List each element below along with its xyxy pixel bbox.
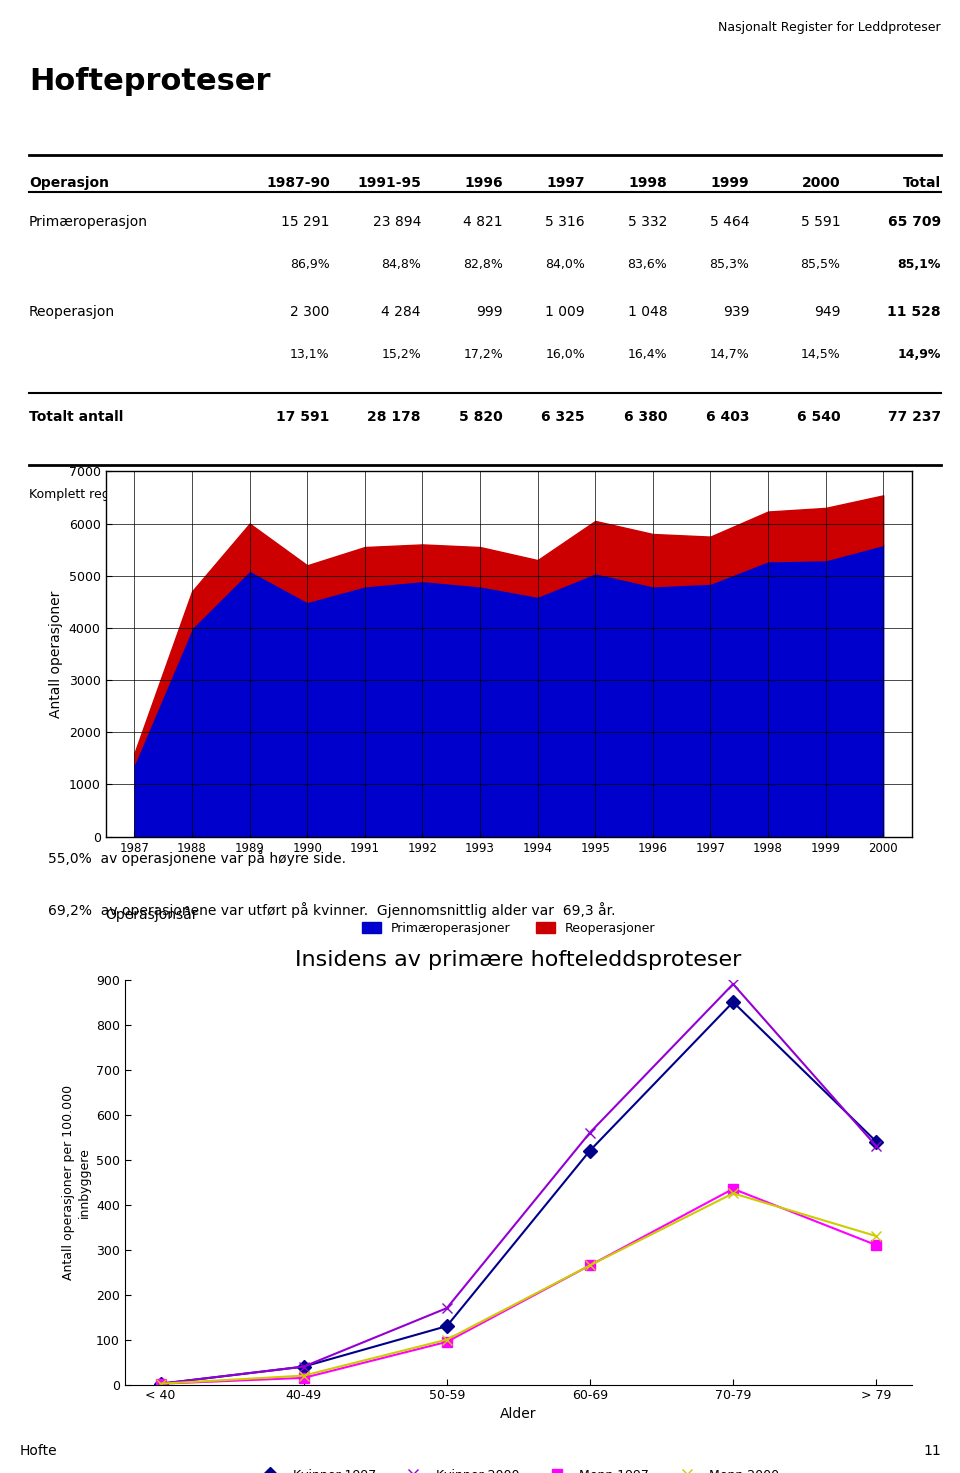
Menn 1997 (871, 1236, 882, 1254)
Text: 85,5%: 85,5% (801, 258, 841, 271)
Menn 1997 (441, 1333, 452, 1351)
Text: 85,3%: 85,3% (709, 258, 749, 271)
Text: 84,0%: 84,0% (545, 258, 585, 271)
Menn 2000 (585, 1256, 596, 1274)
Text: 6 540: 6 540 (797, 411, 841, 424)
Text: 1998: 1998 (629, 177, 667, 190)
Text: Operasjon: Operasjon (29, 177, 108, 190)
Menn 2000 (441, 1330, 452, 1348)
Kvinner 2000 (155, 1374, 166, 1392)
Text: 14,5%: 14,5% (801, 348, 841, 361)
Menn 1997 (155, 1374, 166, 1392)
Text: 69,2%  av operasjonene var utført på kvinner.  Gjennomsnittlig alder var  69,3 å: 69,2% av operasjonene var utført på kvin… (48, 901, 615, 918)
Text: 999: 999 (476, 305, 503, 318)
Text: 85,1%: 85,1% (898, 258, 941, 271)
Text: 28 178: 28 178 (368, 411, 420, 424)
Text: 1 048: 1 048 (628, 305, 667, 318)
Y-axis label: Antall operasjoner: Antall operasjoner (49, 591, 63, 717)
Text: 2 300: 2 300 (290, 305, 330, 318)
Legend: Primæroperasjoner, Reoperasjoner: Primæroperasjoner, Reoperasjoner (357, 918, 660, 940)
Menn 2000 (728, 1184, 739, 1202)
Text: 6 380: 6 380 (624, 411, 667, 424)
Text: 11: 11 (924, 1444, 941, 1458)
Text: Hofteproteser: Hofteproteser (29, 66, 271, 96)
X-axis label: Alder: Alder (500, 1407, 537, 1420)
Title: Insidens av primære hofteleddsproteser: Insidens av primære hofteleddsproteser (296, 950, 741, 969)
Text: 6 325: 6 325 (541, 411, 585, 424)
Kvinner 2000 (871, 1137, 882, 1155)
Text: 17,2%: 17,2% (464, 348, 503, 361)
Text: 84,8%: 84,8% (381, 258, 420, 271)
Menn 1997 (585, 1256, 596, 1274)
Text: 4 284: 4 284 (381, 305, 420, 318)
Kvinner 2000 (298, 1358, 309, 1376)
Text: Primæroperasjon: Primæroperasjon (29, 215, 148, 230)
Text: 11 528: 11 528 (887, 305, 941, 318)
Text: 2000: 2000 (802, 177, 841, 190)
Text: 14,9%: 14,9% (898, 348, 941, 361)
Text: 16,4%: 16,4% (628, 348, 667, 361)
Y-axis label: Antall operasjoner per 100.000
innbyggere: Antall operasjoner per 100.000 innbygger… (62, 1084, 90, 1280)
Text: 15 291: 15 291 (281, 215, 330, 230)
Text: 5 464: 5 464 (709, 215, 749, 230)
Text: 1987-90: 1987-90 (266, 177, 330, 190)
Text: 5 332: 5 332 (628, 215, 667, 230)
Kvinner 1997 (728, 993, 739, 1010)
Text: Operasjonsår: Operasjonsår (106, 906, 198, 922)
Text: 82,8%: 82,8% (463, 258, 503, 271)
Text: 6 403: 6 403 (706, 411, 749, 424)
Line: Kvinner 1997: Kvinner 1997 (156, 997, 881, 1389)
Text: 939: 939 (723, 305, 749, 318)
Text: 83,6%: 83,6% (628, 258, 667, 271)
Text: 17 591: 17 591 (276, 411, 330, 424)
Kvinner 1997 (585, 1142, 596, 1159)
Text: 5 316: 5 316 (545, 215, 585, 230)
Text: 1996: 1996 (465, 177, 503, 190)
Text: Nasjonalt Register for Leddproteser: Nasjonalt Register for Leddproteser (718, 22, 941, 34)
Menn 2000 (871, 1227, 882, 1245)
Text: 949: 949 (814, 305, 841, 318)
Menn 1997 (298, 1368, 309, 1386)
Text: 1991-95: 1991-95 (357, 177, 420, 190)
Line: Menn 1997: Menn 1997 (156, 1184, 881, 1389)
Text: 1997: 1997 (546, 177, 585, 190)
Text: Totalt antall: Totalt antall (29, 411, 123, 424)
Kvinner 2000 (728, 975, 739, 993)
Menn 2000 (298, 1367, 309, 1385)
Text: 77 237: 77 237 (888, 411, 941, 424)
Text: 4 821: 4 821 (464, 215, 503, 230)
Text: 14,7%: 14,7% (709, 348, 749, 361)
Text: Total: Total (902, 177, 941, 190)
Kvinner 2000 (585, 1124, 596, 1142)
Kvinner 1997 (871, 1133, 882, 1150)
Text: 5 820: 5 820 (459, 411, 503, 424)
Text: 1 009: 1 009 (545, 305, 585, 318)
Line: Menn 2000: Menn 2000 (156, 1189, 881, 1389)
Kvinner 2000 (441, 1299, 452, 1317)
Menn 2000 (155, 1374, 166, 1392)
Text: Komplett registrering fra 1989: Komplett registrering fra 1989 (29, 489, 219, 501)
Text: 55,0%  av operasjonene var på høyre side.: 55,0% av operasjonene var på høyre side. (48, 850, 346, 866)
Legend: Kvinner 1997, Kvinner 2000, Menn 1997, Menn 2000: Kvinner 1997, Kvinner 2000, Menn 1997, M… (252, 1464, 784, 1473)
Text: 13,1%: 13,1% (290, 348, 330, 361)
Kvinner 1997 (155, 1374, 166, 1392)
Menn 1997 (728, 1180, 739, 1198)
Text: 15,2%: 15,2% (381, 348, 420, 361)
Line: Kvinner 2000: Kvinner 2000 (156, 980, 881, 1389)
Text: 16,0%: 16,0% (545, 348, 585, 361)
Text: 86,9%: 86,9% (290, 258, 330, 271)
Text: 5 591: 5 591 (801, 215, 841, 230)
Text: Reoperasjon: Reoperasjon (29, 305, 115, 318)
Text: 23 894: 23 894 (372, 215, 420, 230)
Text: 65 709: 65 709 (888, 215, 941, 230)
Text: 1999: 1999 (710, 177, 749, 190)
Kvinner 1997 (441, 1317, 452, 1335)
Text: Hofte: Hofte (19, 1444, 57, 1458)
Kvinner 1997 (298, 1358, 309, 1376)
